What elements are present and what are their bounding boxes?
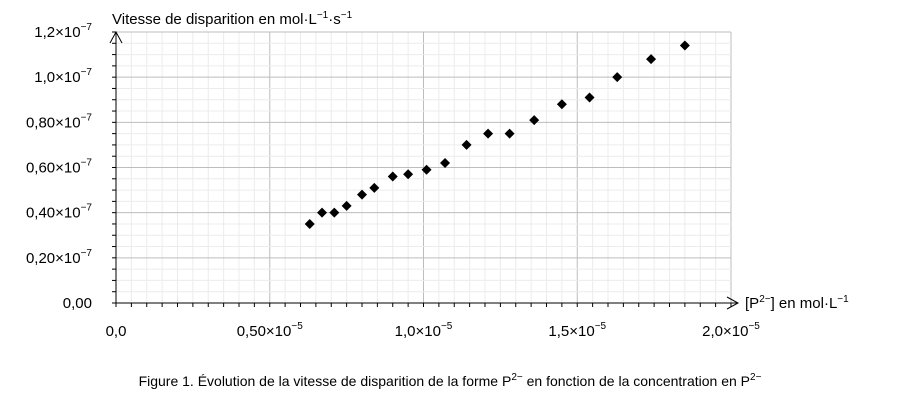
data-point [369,182,380,193]
data-point [584,92,595,103]
data-point [612,72,623,83]
data-point [329,207,340,218]
ticks [112,31,732,307]
data-point [529,115,540,126]
data-point [341,200,352,211]
x-tick-label: 0,50×10−5 [237,321,303,340]
y-tick-label: 0,40×10−7 [26,203,92,222]
data-point [556,99,567,110]
data-point [679,40,690,51]
grid [116,31,732,303]
data-point [304,218,315,229]
data-point [387,171,398,182]
x-tick-label: 0,0 [106,323,127,340]
data-point [440,157,451,168]
data-point [421,164,432,175]
x-tick-label: 2,0×10−5 [702,321,760,340]
data-point [317,207,328,218]
y-tick-label: 0,00 [63,295,92,312]
x-axis-title: [P2−] en mol·L−1 [745,294,849,312]
data-point [646,54,657,65]
y-axis-title: Vitesse de disparition en mol·L−1·s−1 [112,10,353,28]
data-point [504,128,515,139]
y-tick-label: 0,20×10−7 [26,248,92,267]
figure-caption: Figure 1. Évolution de la vitesse de dis… [139,372,762,389]
y-tick-label: 1,0×10−7 [34,67,92,86]
y-tick-label: 1,2×10−7 [34,22,92,41]
data-point [403,169,414,180]
x-tick-label: 1,5×10−5 [548,321,606,340]
data-point [357,189,367,200]
data-point [483,128,494,139]
y-tick-label: 0,80×10−7 [26,112,92,131]
tick-labels: 0,0 0,50×10−5 1,0×10−5 1,5×10−5 2,0×10−5 0,00… [26,22,760,340]
y-tick-label: 0,60×10−7 [26,158,92,177]
x-tick-label: 1,0×10−5 [395,321,453,340]
data-point [461,139,472,150]
data-points [304,40,690,229]
